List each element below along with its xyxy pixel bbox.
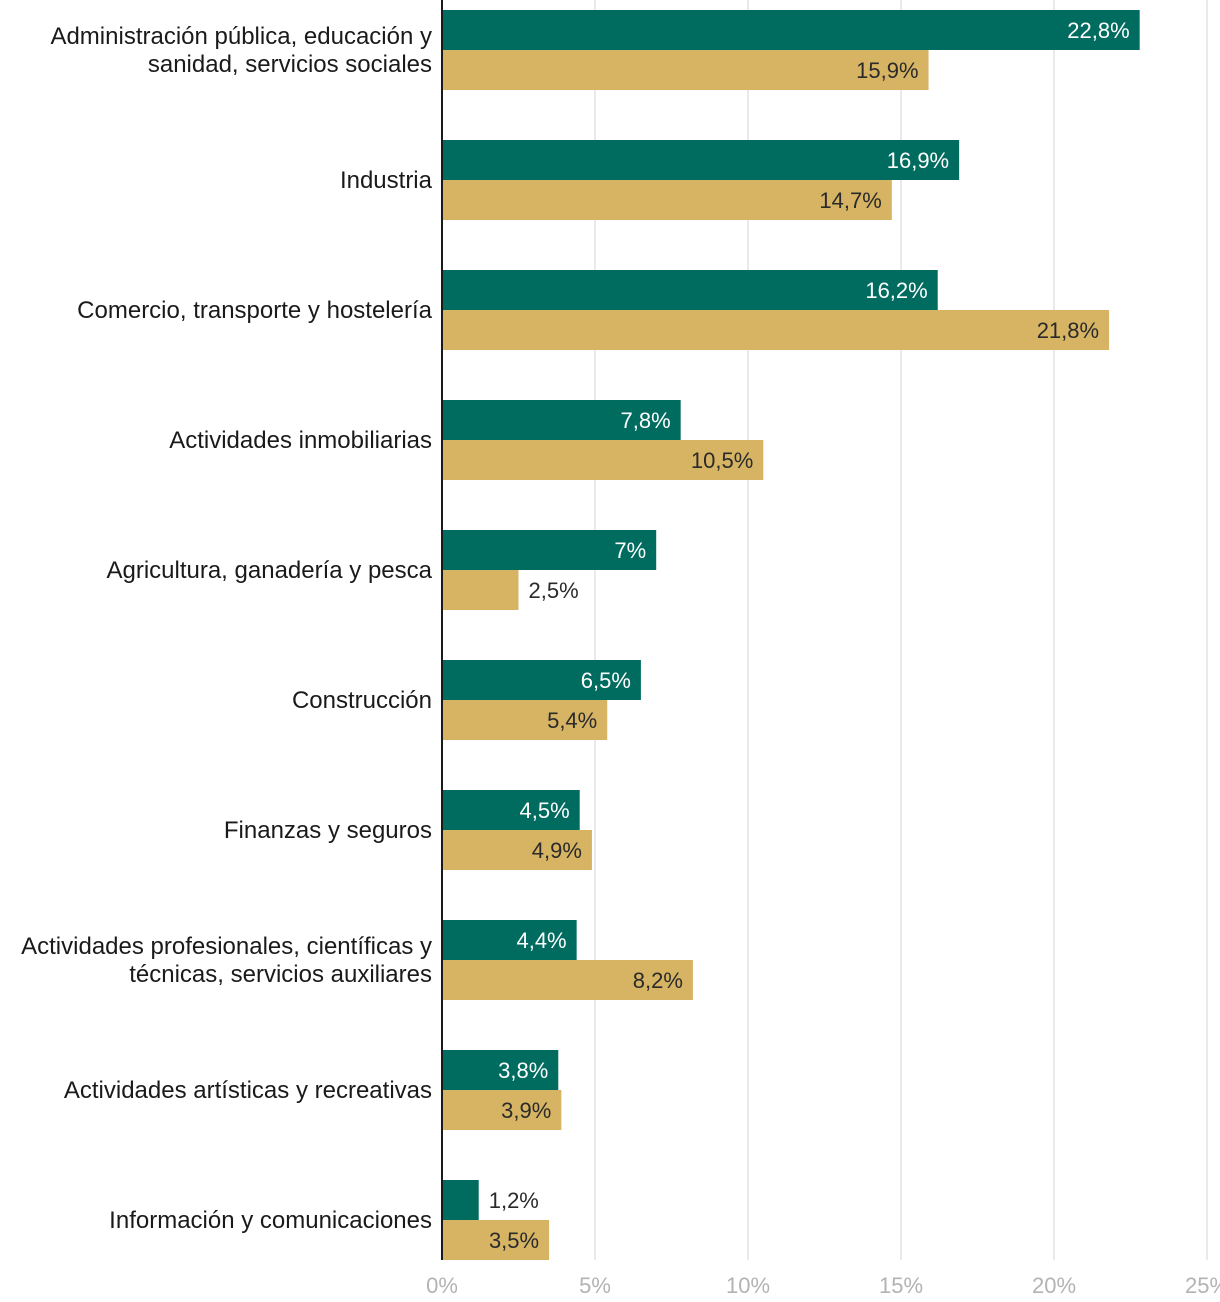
category-label: Agricultura, ganadería y pesca xyxy=(106,557,432,584)
data-label: 3,9% xyxy=(501,1098,551,1123)
bar xyxy=(442,270,938,310)
category-label: Comercio, transporte y hostelería xyxy=(77,297,432,324)
data-label: 10,5% xyxy=(691,448,753,473)
bar xyxy=(442,1090,562,1130)
bar xyxy=(442,310,1110,350)
data-label: 1,2% xyxy=(489,1188,539,1213)
bar xyxy=(442,570,519,610)
category-label: Información y comunicaciones xyxy=(109,1207,432,1234)
data-label: 5,4% xyxy=(547,708,597,733)
bar xyxy=(442,660,641,700)
bar xyxy=(442,400,681,440)
bar xyxy=(442,790,580,830)
x-tick-label: 10% xyxy=(726,1273,770,1298)
data-label: 2,5% xyxy=(529,578,579,603)
data-label: 22,8% xyxy=(1067,18,1129,43)
bar xyxy=(442,180,892,220)
x-tick-label: 25% xyxy=(1185,1273,1220,1298)
data-label: 6,5% xyxy=(581,668,631,693)
data-label: 4,4% xyxy=(516,928,566,953)
category-label: Construcción xyxy=(292,687,432,714)
data-label: 8,2% xyxy=(633,968,683,993)
data-label: 3,5% xyxy=(489,1228,539,1253)
bar xyxy=(442,10,1140,50)
bar xyxy=(442,1180,479,1220)
data-label: 16,2% xyxy=(865,278,927,303)
bar xyxy=(442,440,764,480)
bar xyxy=(442,960,693,1000)
bar xyxy=(442,920,577,960)
bar xyxy=(442,50,929,90)
data-label: 16,9% xyxy=(887,148,949,173)
data-label: 14,7% xyxy=(819,188,881,213)
data-label: 21,8% xyxy=(1037,318,1099,343)
category-label: Finanzas y seguros xyxy=(224,817,432,844)
x-tick-label: 15% xyxy=(879,1273,923,1298)
data-label: 7,8% xyxy=(621,408,671,433)
category-label: Industria xyxy=(340,167,433,194)
data-label: 4,5% xyxy=(520,798,570,823)
data-label: 3,8% xyxy=(498,1058,548,1083)
data-label: 15,9% xyxy=(856,58,918,83)
data-label: 4,9% xyxy=(532,838,582,863)
bar xyxy=(442,1220,550,1260)
category-label: Actividades inmobiliarias xyxy=(169,427,432,454)
x-tick-label: 5% xyxy=(579,1273,611,1298)
bar xyxy=(442,1050,559,1090)
category-label: Actividades artísticas y recreativas xyxy=(64,1077,432,1104)
bar xyxy=(442,530,657,570)
category-label: Actividades profesionales, científicas y… xyxy=(21,933,432,988)
bar xyxy=(442,700,608,740)
category-label: Administración pública, educación y sanid… xyxy=(50,23,432,78)
x-tick-label: 0% xyxy=(426,1273,458,1298)
x-tick-label: 20% xyxy=(1032,1273,1076,1298)
bar xyxy=(442,830,592,870)
data-label: 7% xyxy=(614,538,646,563)
bar xyxy=(442,140,960,180)
